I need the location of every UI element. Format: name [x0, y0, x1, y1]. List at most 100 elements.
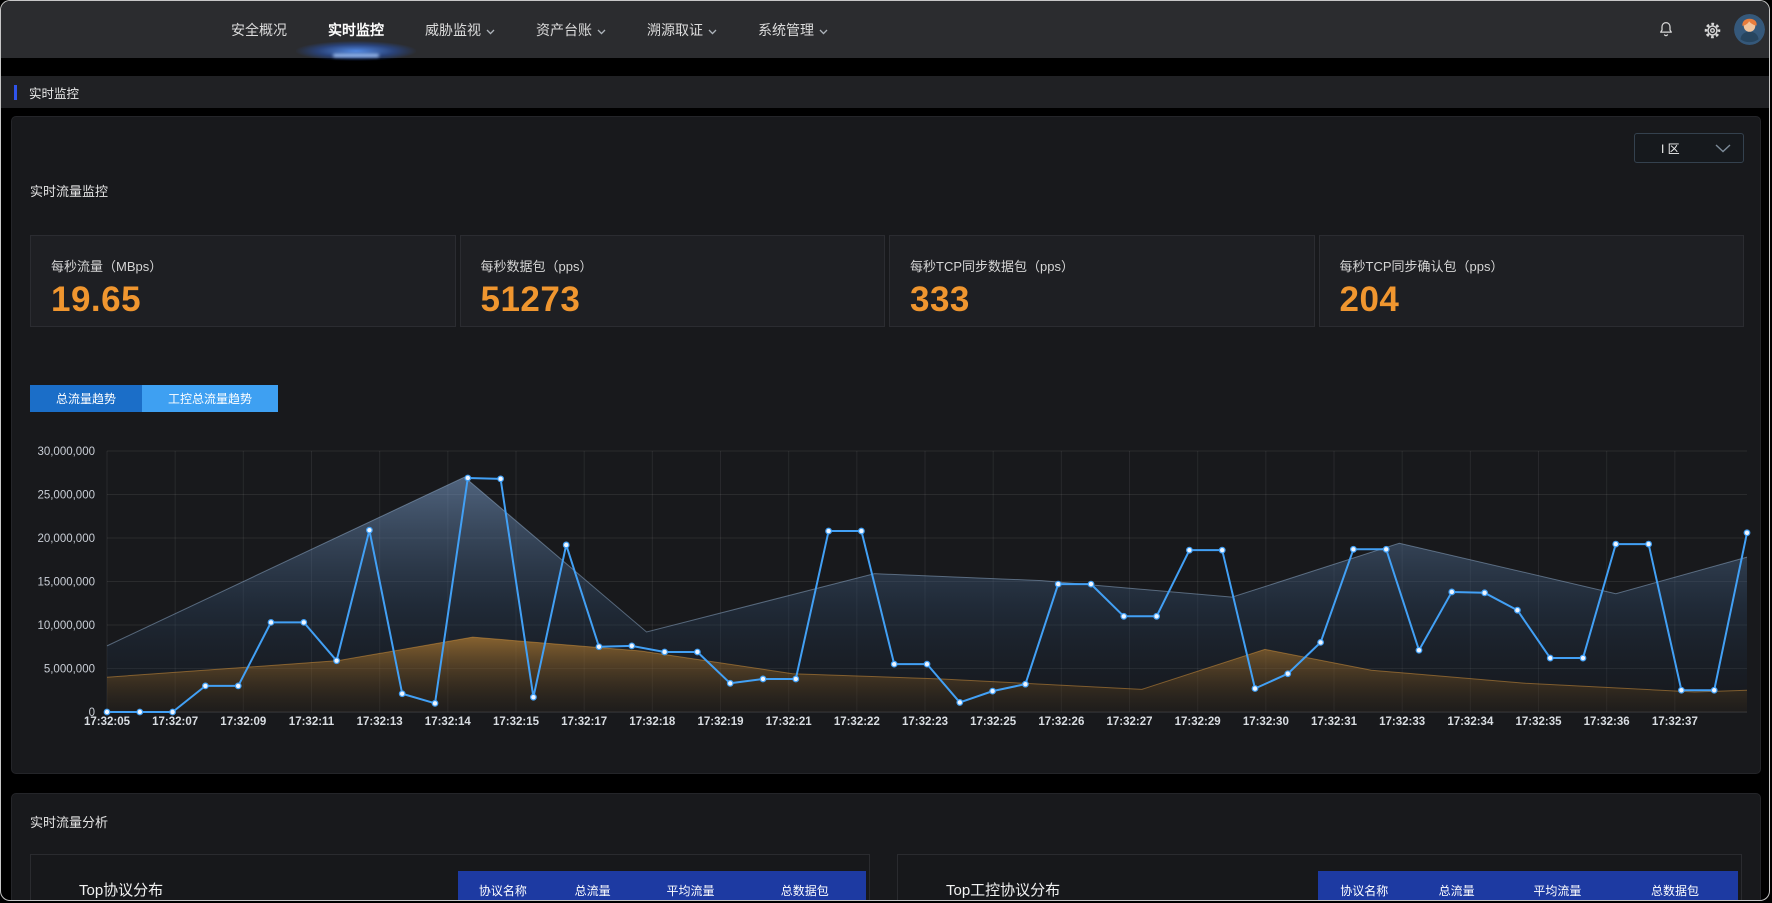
table-column-header: 总数据包 — [780, 883, 829, 898]
breadcrumb-accent — [14, 84, 17, 100]
nav-item-label: 系统管理 — [758, 21, 814, 38]
traffic-trend-chart: 0 5,000,000 10,000,000 15,000,000 20,000,000… — [37, 446, 1751, 728]
stat-card-3: 每秒TCP同步确认包（pps） 204 — [1318, 235, 1744, 327]
trend-tabs: 总流量趋势 工控总流量趋势 — [30, 385, 279, 412]
svg-text:17:32:37: 17:32:37 — [1652, 716, 1698, 728]
stat-card-1: 每秒数据包（pps） 51273 — [459, 235, 885, 327]
zone-select[interactable]: I 区 — [1634, 133, 1744, 163]
stat-card-2: 每秒TCP同步数据包（pps） 333 — [889, 235, 1315, 327]
chevron-down-icon — [708, 29, 717, 35]
nav-item-label: 安全概况 — [231, 21, 287, 38]
chevron-down-icon — [597, 29, 606, 35]
nav-item-3[interactable]: 资产台账 — [534, 1, 608, 58]
svg-text:17:32:26: 17:32:26 — [1038, 716, 1084, 728]
protocol-table-header: 协议名称 总流量 平均流量 总数据包 — [1318, 871, 1738, 900]
svg-text:17:32:13: 17:32:13 — [357, 716, 403, 728]
stat-card-label: 每秒TCP同步确认包（pps） — [1339, 259, 1504, 274]
svg-text:17:32:29: 17:32:29 — [1175, 716, 1221, 728]
gear-icon[interactable] — [1695, 13, 1729, 47]
bell-icon[interactable] — [1649, 13, 1683, 47]
chevron-down-icon — [1715, 143, 1731, 152]
realtime-monitor-panel: I 区 实时流量监控 每秒流量（MBps） 19.65 每秒数据包（pps） 5127… — [11, 116, 1761, 774]
table-column-header: 平均流量 — [1533, 883, 1582, 898]
svg-text:17:32:11: 17:32:11 — [289, 716, 335, 728]
nav-item-label: 实时监控 — [328, 21, 384, 38]
chart-area_orange — [107, 637, 1747, 712]
table-column-header: 总流量 — [1438, 883, 1475, 898]
nav-item-1[interactable]: 实时监控 — [296, 1, 416, 61]
svg-text:17:32:35: 17:32:35 — [1515, 716, 1562, 728]
svg-text:17:32:17: 17:32:17 — [561, 716, 607, 728]
svg-text:17:32:18: 17:32:18 — [629, 716, 676, 728]
gear-icon-svg — [1704, 22, 1720, 38]
svg-text:17:32:09: 17:32:09 — [220, 716, 266, 728]
breadcrumb: 实时监控 — [29, 86, 80, 101]
svg-text:0: 0 — [89, 707, 95, 719]
svg-text:25,000,000: 25,000,000 — [37, 490, 95, 502]
svg-text:17:32:36: 17:32:36 — [1584, 716, 1630, 728]
stat-cards-row: 每秒流量（MBps） 19.65 每秒数据包（pps） 51273 每秒TCP同步数据包… — [30, 235, 1744, 327]
svg-text:10,000,000: 10,000,000 — [37, 620, 95, 632]
stat-card-label: 每秒数据包（pps） — [480, 259, 593, 274]
nav-item-4[interactable]: 溯源取证 — [645, 1, 719, 58]
svg-text:17:32:19: 17:32:19 — [697, 716, 743, 728]
chevron-down-icon — [819, 22, 828, 38]
stat-card-label: 每秒流量（MBps） — [51, 259, 163, 274]
nav-menu: 安全概况 实时监控 威胁监视 资产台账 溯源取证 系统管理 — [229, 1, 830, 61]
table-column-header: 总数据包 — [1650, 883, 1699, 898]
active-tab-glow — [296, 41, 416, 61]
svg-text:17:32:27: 17:32:27 — [1106, 716, 1152, 728]
bell-icon-svg — [1660, 22, 1672, 37]
chevron-down-icon — [819, 29, 828, 35]
chevron-down-icon — [486, 22, 495, 38]
svg-text:17:32:14: 17:32:14 — [425, 716, 472, 728]
svg-text:17:32:23: 17:32:23 — [902, 716, 948, 728]
protocol-table-header: 协议名称 总流量 平均流量 总数据包 — [458, 871, 866, 900]
realtime-analysis-panel: 实时流量分析 Top协议分布 协议名称 总流量 平均流量 总数据包 Top工控协议分布 协议… — [11, 793, 1761, 900]
nav-item-label: 资产台账 — [536, 21, 592, 38]
avatar-illustration — [1734, 14, 1765, 45]
protocol-tables-row: Top协议分布 协议名称 总流量 平均流量 总数据包 Top工控协议分布 协议名称 总流量 平均… — [30, 854, 1742, 900]
table-column-header: 协议名称 — [478, 883, 527, 898]
breadcrumb-bar: 实时监控 — [1, 76, 1769, 108]
svg-text:15,000,000: 15,000,000 — [37, 577, 95, 589]
svg-text:30,000,000: 30,000,000 — [37, 446, 95, 458]
user-avatar[interactable] — [1734, 14, 1765, 45]
nav-item-label: 溯源取证 — [647, 21, 703, 38]
svg-text:17:32:31: 17:32:31 — [1311, 716, 1358, 728]
trend-tab-1[interactable]: 工控总流量趋势 — [142, 385, 279, 412]
nav-item-2[interactable]: 威胁监视 — [423, 1, 497, 58]
nav-item-0[interactable]: 安全概况 — [229, 1, 289, 58]
table-column-header: 总流量 — [574, 883, 611, 898]
svg-text:17:32:34: 17:32:34 — [1447, 716, 1494, 728]
protocol-table-title: Top工控协议分布 — [946, 882, 1061, 899]
nav-item-5[interactable]: 系统管理 — [756, 1, 830, 58]
section-title-monitor: 实时流量监控 — [30, 184, 109, 199]
section-title-analysis: 实时流量分析 — [30, 815, 109, 830]
chart-x-tick-labels: 17:32:05 17:32:07 17:32:09 17:32:11 17:32:13… — [84, 716, 1698, 728]
svg-text:20,000,000: 20,000,000 — [37, 533, 95, 545]
svg-text:17:32:07: 17:32:07 — [152, 716, 198, 728]
stat-card-value: 19.65 — [51, 280, 142, 319]
active-tab-glow-core — [333, 54, 379, 57]
table-column-header: 平均流量 — [666, 883, 715, 898]
trend-tab-0[interactable]: 总流量趋势 — [30, 385, 143, 412]
stat-card-value: 333 — [910, 280, 970, 319]
svg-text:17:32:30: 17:32:30 — [1243, 716, 1289, 728]
chart-data-points — [103, 474, 1751, 716]
svg-text:17:32:25: 17:32:25 — [970, 716, 1017, 728]
svg-text:17:32:22: 17:32:22 — [834, 716, 880, 728]
svg-text:17:32:05: 17:32:05 — [84, 716, 131, 728]
nav-item-label: 威胁监视 — [425, 21, 481, 38]
chevron-down-icon — [486, 29, 495, 35]
stat-card-label: 每秒TCP同步数据包（pps） — [910, 259, 1074, 274]
stat-card-value: 51273 — [480, 280, 581, 319]
stat-card-value: 204 — [1339, 280, 1400, 319]
protocol-table-card-0: Top协议分布 协议名称 总流量 平均流量 总数据包 — [30, 854, 870, 900]
chart-y-tick-labels: 0 5,000,000 10,000,000 15,000,000 20,000,000… — [37, 446, 95, 719]
stat-card-0: 每秒流量（MBps） 19.65 — [30, 235, 456, 327]
protocol-table-card-1: Top工控协议分布 协议名称 总流量 平均流量 总数据包 — [897, 854, 1742, 900]
chevron-down-icon — [708, 22, 717, 38]
table-column-header: 协议名称 — [1340, 883, 1389, 898]
